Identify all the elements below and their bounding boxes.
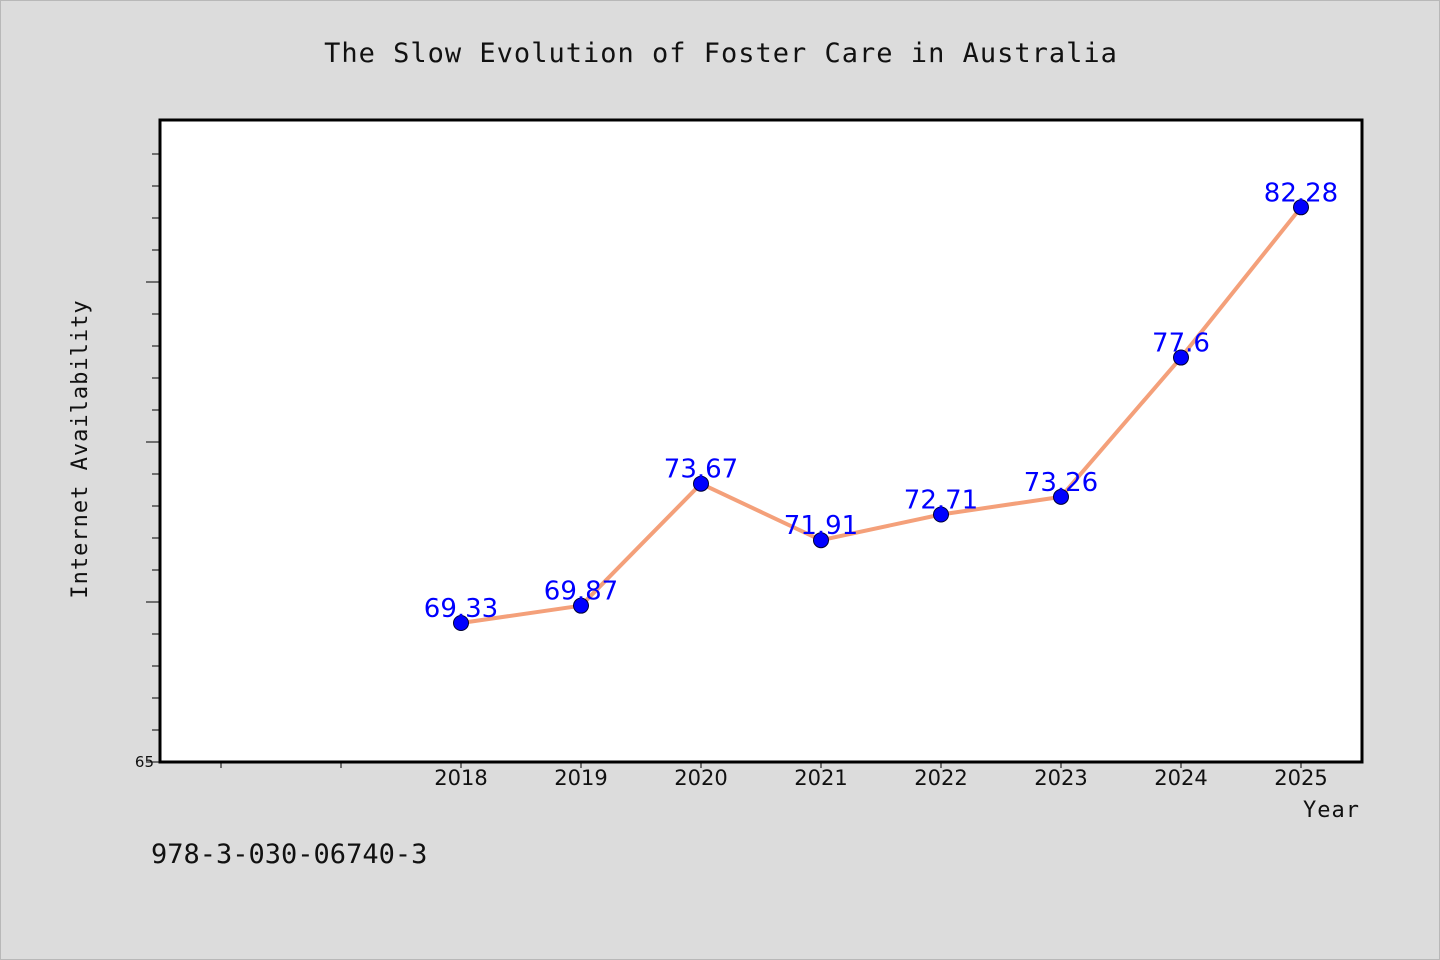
x-tick-label: 2021 <box>794 766 847 790</box>
y-axis-ticks <box>146 153 160 763</box>
x-tick-label: 2023 <box>1034 766 1087 790</box>
x-tick-label: 2024 <box>1154 766 1207 790</box>
data-point <box>453 615 469 632</box>
x-tick-label: 2020 <box>674 766 727 790</box>
data-label: 73.67 <box>664 455 738 485</box>
x-tick-label: 2019 <box>554 766 607 790</box>
data-point <box>933 506 949 523</box>
data-point <box>693 475 709 492</box>
y-axis-label: Internet Availability <box>68 299 93 598</box>
chart-title: The Slow Evolution of Foster Care in Aus… <box>324 38 1118 69</box>
y-tick-label-min: 65 <box>135 753 154 771</box>
data-label: 71.91 <box>784 511 858 541</box>
x-tick-labels: 2018 2019 2020 2021 2022 2023 2024 2025 <box>434 766 1327 790</box>
series-markers <box>453 199 1309 632</box>
data-point <box>1053 488 1069 505</box>
data-point <box>1173 349 1189 366</box>
data-label: 69.33 <box>424 594 498 624</box>
x-tick-label: 2025 <box>1274 766 1327 790</box>
plot-area <box>158 118 1364 764</box>
x-axis-label: Year <box>1303 798 1360 823</box>
data-label: 77.6 <box>1152 329 1210 359</box>
x-axis-ticks <box>220 762 1302 768</box>
x-tick-label: 2022 <box>914 766 967 790</box>
data-point <box>1293 199 1309 216</box>
data-label: 72.71 <box>904 486 978 516</box>
data-point <box>573 597 589 614</box>
data-label: 73.26 <box>1024 468 1098 498</box>
series-line <box>459 205 1303 626</box>
isbn-text: 978-3-030-06740-3 <box>151 839 427 870</box>
data-label: 69.87 <box>544 577 618 607</box>
data-point <box>813 532 829 549</box>
x-tick-label: 2018 <box>434 766 487 790</box>
data-labels: 69.33 69.87 73.67 71.91 72.71 73.26 77.6 82.28 <box>424 178 1338 624</box>
data-label: 82.28 <box>1264 178 1338 208</box>
